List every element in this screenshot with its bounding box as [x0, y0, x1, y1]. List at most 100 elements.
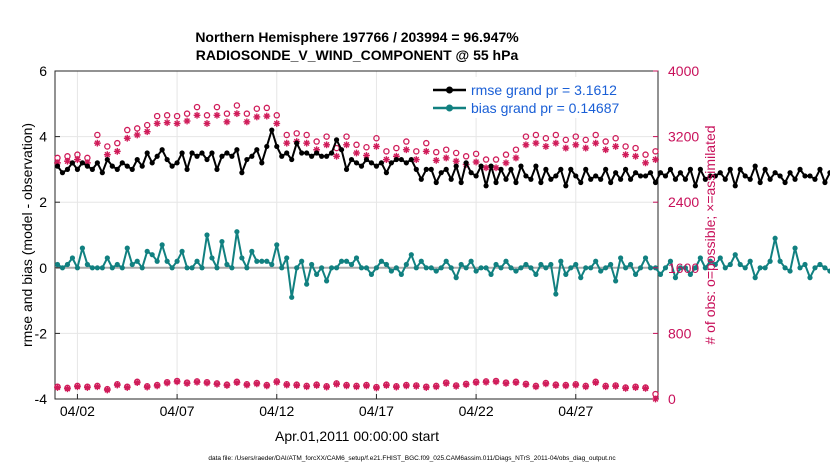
- bias-point: [408, 252, 414, 258]
- obs-assimilated-point: [442, 380, 450, 387]
- bias-point: [264, 258, 270, 264]
- bias-point: [568, 265, 574, 271]
- rmse-point: [353, 160, 360, 166]
- rmse-point: [817, 166, 823, 172]
- obs-assimilated-stroke: [572, 382, 579, 388]
- legend-rmse-marker: [446, 86, 453, 94]
- obs-assimilated-stroke: [383, 156, 390, 163]
- rmse-point: [613, 170, 619, 176]
- rmse-point: [304, 150, 310, 156]
- obs-possible-point: [193, 103, 201, 111]
- bias-point: [578, 275, 584, 281]
- rmse-point: [224, 150, 230, 156]
- obs-possible-point: [393, 144, 400, 152]
- obs-possible-point: [173, 112, 181, 120]
- obs-assimilated-stroke: [204, 120, 210, 127]
- rmse-point: [244, 156, 250, 163]
- bias-point: [279, 265, 285, 271]
- rmse-point: [608, 179, 614, 186]
- obs-assimilated-stroke: [612, 143, 619, 150]
- bias-point: [707, 258, 713, 264]
- bias-point: [328, 265, 335, 271]
- obs-assimilated-stroke: [54, 384, 61, 391]
- obs-assimilated-stroke: [313, 382, 320, 389]
- axis-tick-layer: 04/02 04/07 04/12 04/17 04/22 04/27 6 4 2 0 -2 -4 40…: [35, 63, 700, 419]
- bias-point: [323, 278, 330, 284]
- obs-possible-point: [183, 110, 191, 117]
- obs-assimilated-stroke: [642, 385, 649, 392]
- rmse-point: [642, 173, 649, 179]
- rmse-point: [338, 147, 345, 153]
- rmse-point: [189, 150, 195, 156]
- rmse-point: [598, 176, 604, 182]
- obs-possible-point: [203, 112, 211, 119]
- obs-assimilated-point: [492, 378, 500, 386]
- obs-possible-point: [472, 150, 480, 158]
- rmse-point: [139, 163, 145, 169]
- obs-assimilated-stroke: [413, 156, 420, 163]
- obs-assimilated-stroke: [343, 382, 350, 389]
- obs-possible-point: [642, 151, 649, 158]
- obs-possible-point: [572, 133, 580, 140]
- bias-point: [189, 265, 195, 271]
- obs-assimilated-stroke: [273, 120, 280, 127]
- bias-point: [807, 275, 813, 281]
- bias-point: [229, 265, 235, 271]
- bias-point: [453, 275, 459, 281]
- obs-assimilated-point: [422, 384, 430, 391]
- rmse-point: [702, 176, 708, 182]
- obs-assimilated-point: [163, 379, 171, 387]
- bias-point: [358, 265, 365, 271]
- rmse-point: [523, 173, 529, 179]
- obs-assimilated-point: [313, 382, 321, 389]
- rmse-point: [593, 173, 599, 179]
- bias-point: [787, 268, 793, 274]
- obs-assimilated-stroke: [373, 385, 380, 391]
- rmse-point: [154, 153, 160, 159]
- rmse-point: [373, 163, 380, 169]
- obs-assimilated-point: [602, 146, 610, 154]
- rmse-point: [129, 166, 135, 172]
- rmse-point: [812, 176, 818, 182]
- obs-assimilated-stroke: [602, 383, 609, 390]
- rmse-point: [149, 160, 155, 166]
- rmse-point: [603, 166, 609, 172]
- rmse-point: [388, 160, 394, 166]
- rmse-point: [767, 176, 773, 182]
- rmse-point: [478, 163, 484, 169]
- obs-assimilated-point: [572, 141, 580, 149]
- obs-assimilated-stroke: [562, 145, 569, 151]
- obs-assimilated-stroke: [343, 141, 350, 148]
- obs-assimilated-stroke: [373, 143, 380, 150]
- bias-point: [637, 265, 644, 271]
- bias-point: [543, 265, 549, 271]
- obs-assimilated-stroke: [493, 164, 499, 171]
- rmse-point: [428, 166, 434, 172]
- bias-point: [632, 271, 639, 277]
- obs-assimilated-point: [542, 143, 550, 150]
- obs-assimilated-point: [592, 139, 600, 147]
- rmse-point: [588, 176, 594, 182]
- x-tick-label: 04/17: [359, 403, 394, 419]
- rmse-point: [323, 153, 330, 159]
- bias-point: [333, 265, 340, 271]
- bias-point: [762, 265, 768, 271]
- obs-assimilated-point: [412, 382, 420, 390]
- obs-assimilated-stroke: [503, 159, 509, 166]
- bias-point: [802, 261, 808, 268]
- bias-point: [368, 271, 375, 277]
- obs-possible-point: [253, 105, 261, 112]
- obs-assimilated-point: [233, 379, 241, 386]
- obs-assimilated-point: [253, 380, 261, 388]
- bias-point: [89, 265, 95, 271]
- observation-count-layer: [54, 102, 659, 403]
- obs-assimilated-point: [74, 383, 81, 391]
- obs-assimilated-stroke: [562, 382, 569, 389]
- obs-assimilated-stroke: [234, 110, 240, 117]
- obs-assimilated-stroke: [74, 156, 81, 163]
- bias-point: [747, 258, 753, 264]
- rmse-point: [682, 176, 689, 182]
- bias-point: [129, 261, 135, 268]
- bias-point: [343, 258, 350, 264]
- rmse-point: [164, 156, 170, 163]
